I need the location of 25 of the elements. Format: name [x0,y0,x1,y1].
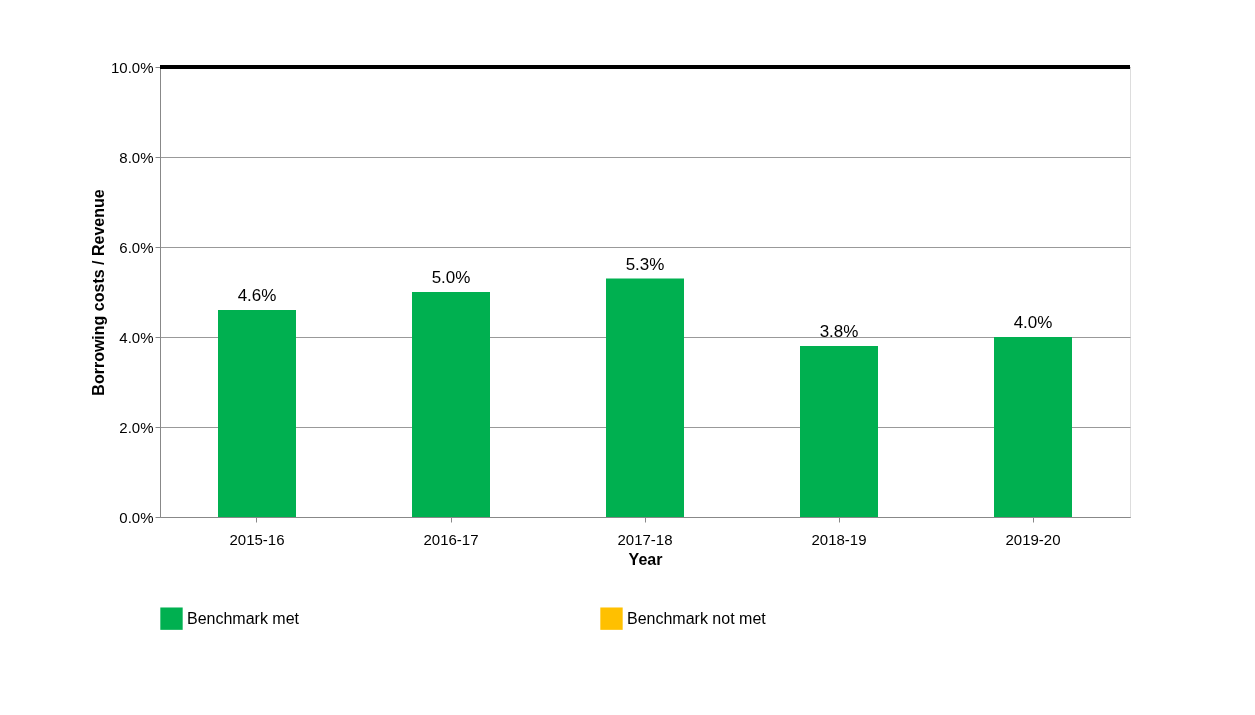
y-tick-label: 8.0% [119,148,154,166]
y-tick-label: 10.0% [110,58,154,76]
y-tick-label: 0.0% [119,508,154,526]
legend-label: Benchmark met [187,609,300,627]
x-tick-label: 2015-16 [229,530,285,548]
bar [218,310,296,517]
data-label: 4.6% [237,286,277,305]
y-axis-title: Borrowing costs / Revenue [89,189,107,396]
y-tick-label: 2.0% [119,418,154,436]
data-label: 5.0% [431,268,471,287]
bar [412,292,490,517]
bar [994,337,1072,517]
bar [606,278,684,517]
bar [800,346,878,517]
data-label: 5.3% [625,254,665,274]
data-label: 4.0% [1013,313,1053,332]
y-tick-label: 4.0% [119,328,154,346]
x-tick-label: 2016-17 [423,530,479,548]
legend-label: Benchmark not met [627,609,767,627]
x-tick-label: 2017-18 [617,530,673,548]
data-label: 3.8% [819,322,859,341]
x-tick-label: 2018-19 [811,530,867,548]
x-tick-label: 2019-20 [1005,530,1061,548]
x-axis-title: Year [628,550,663,568]
y-tick-label: 6.0% [119,238,154,256]
